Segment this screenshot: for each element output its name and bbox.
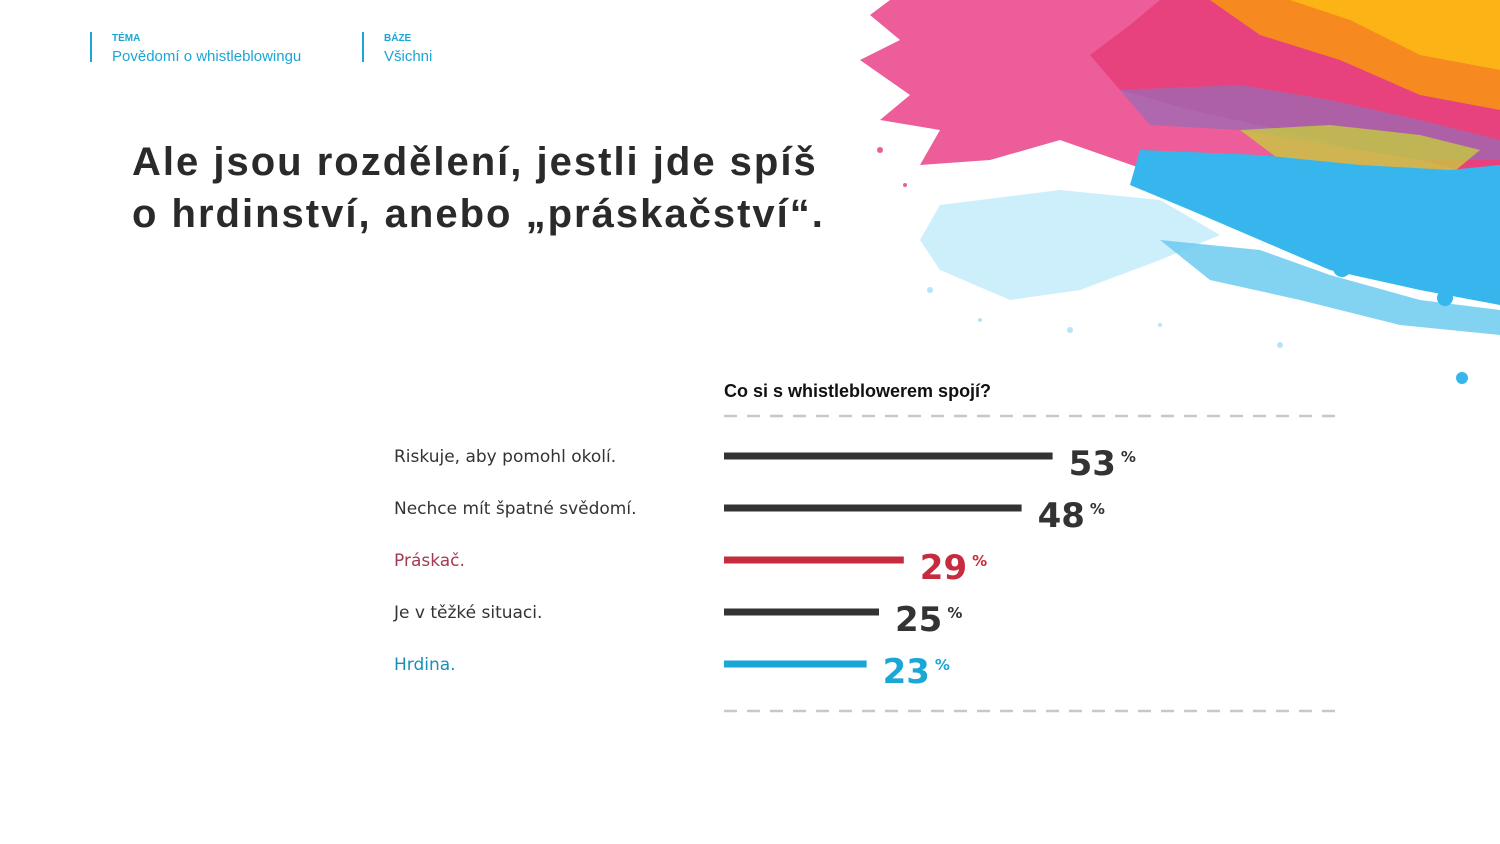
bar — [724, 452, 1053, 460]
value-label: 25 — [895, 600, 942, 640]
bar — [724, 556, 904, 564]
category-label: Práskač. — [394, 551, 465, 571]
paint-splash-decoration — [860, 0, 1500, 384]
base-block: BÁZE Všichni — [362, 32, 433, 65]
value-label: 53 — [1069, 444, 1116, 484]
value-label: 23 — [883, 652, 930, 692]
base-label: BÁZE — [384, 33, 412, 44]
topic-block: TÉMA Povědomí o whistleblowingu — [90, 32, 302, 65]
category-label: Hrdina. — [394, 655, 456, 675]
chart-title: Co si s whistleblowerem spojí? — [724, 381, 991, 401]
unit-label: % — [972, 552, 987, 570]
unit-label: % — [1121, 448, 1136, 466]
value-label: 48 — [1038, 496, 1085, 536]
bar — [724, 608, 879, 616]
topic-label: TÉMA — [112, 33, 141, 44]
unit-label: % — [935, 656, 950, 674]
category-label: Riskuje, aby pomohl okolí. — [394, 447, 616, 467]
page-title: Ale jsou rozdělení, jestli jde spíš o hr… — [132, 140, 825, 236]
bar — [724, 504, 1022, 512]
base-value: Všichni — [384, 48, 433, 65]
bar — [724, 660, 867, 668]
category-label: Je v těžké situaci. — [393, 603, 542, 623]
value-label: 29 — [920, 548, 967, 588]
topic-value: Povědomí o whistleblowingu — [112, 48, 302, 65]
unit-label: % — [947, 604, 962, 622]
category-label: Nechce mít špatné svědomí. — [394, 499, 636, 519]
unit-label: % — [1090, 500, 1105, 518]
